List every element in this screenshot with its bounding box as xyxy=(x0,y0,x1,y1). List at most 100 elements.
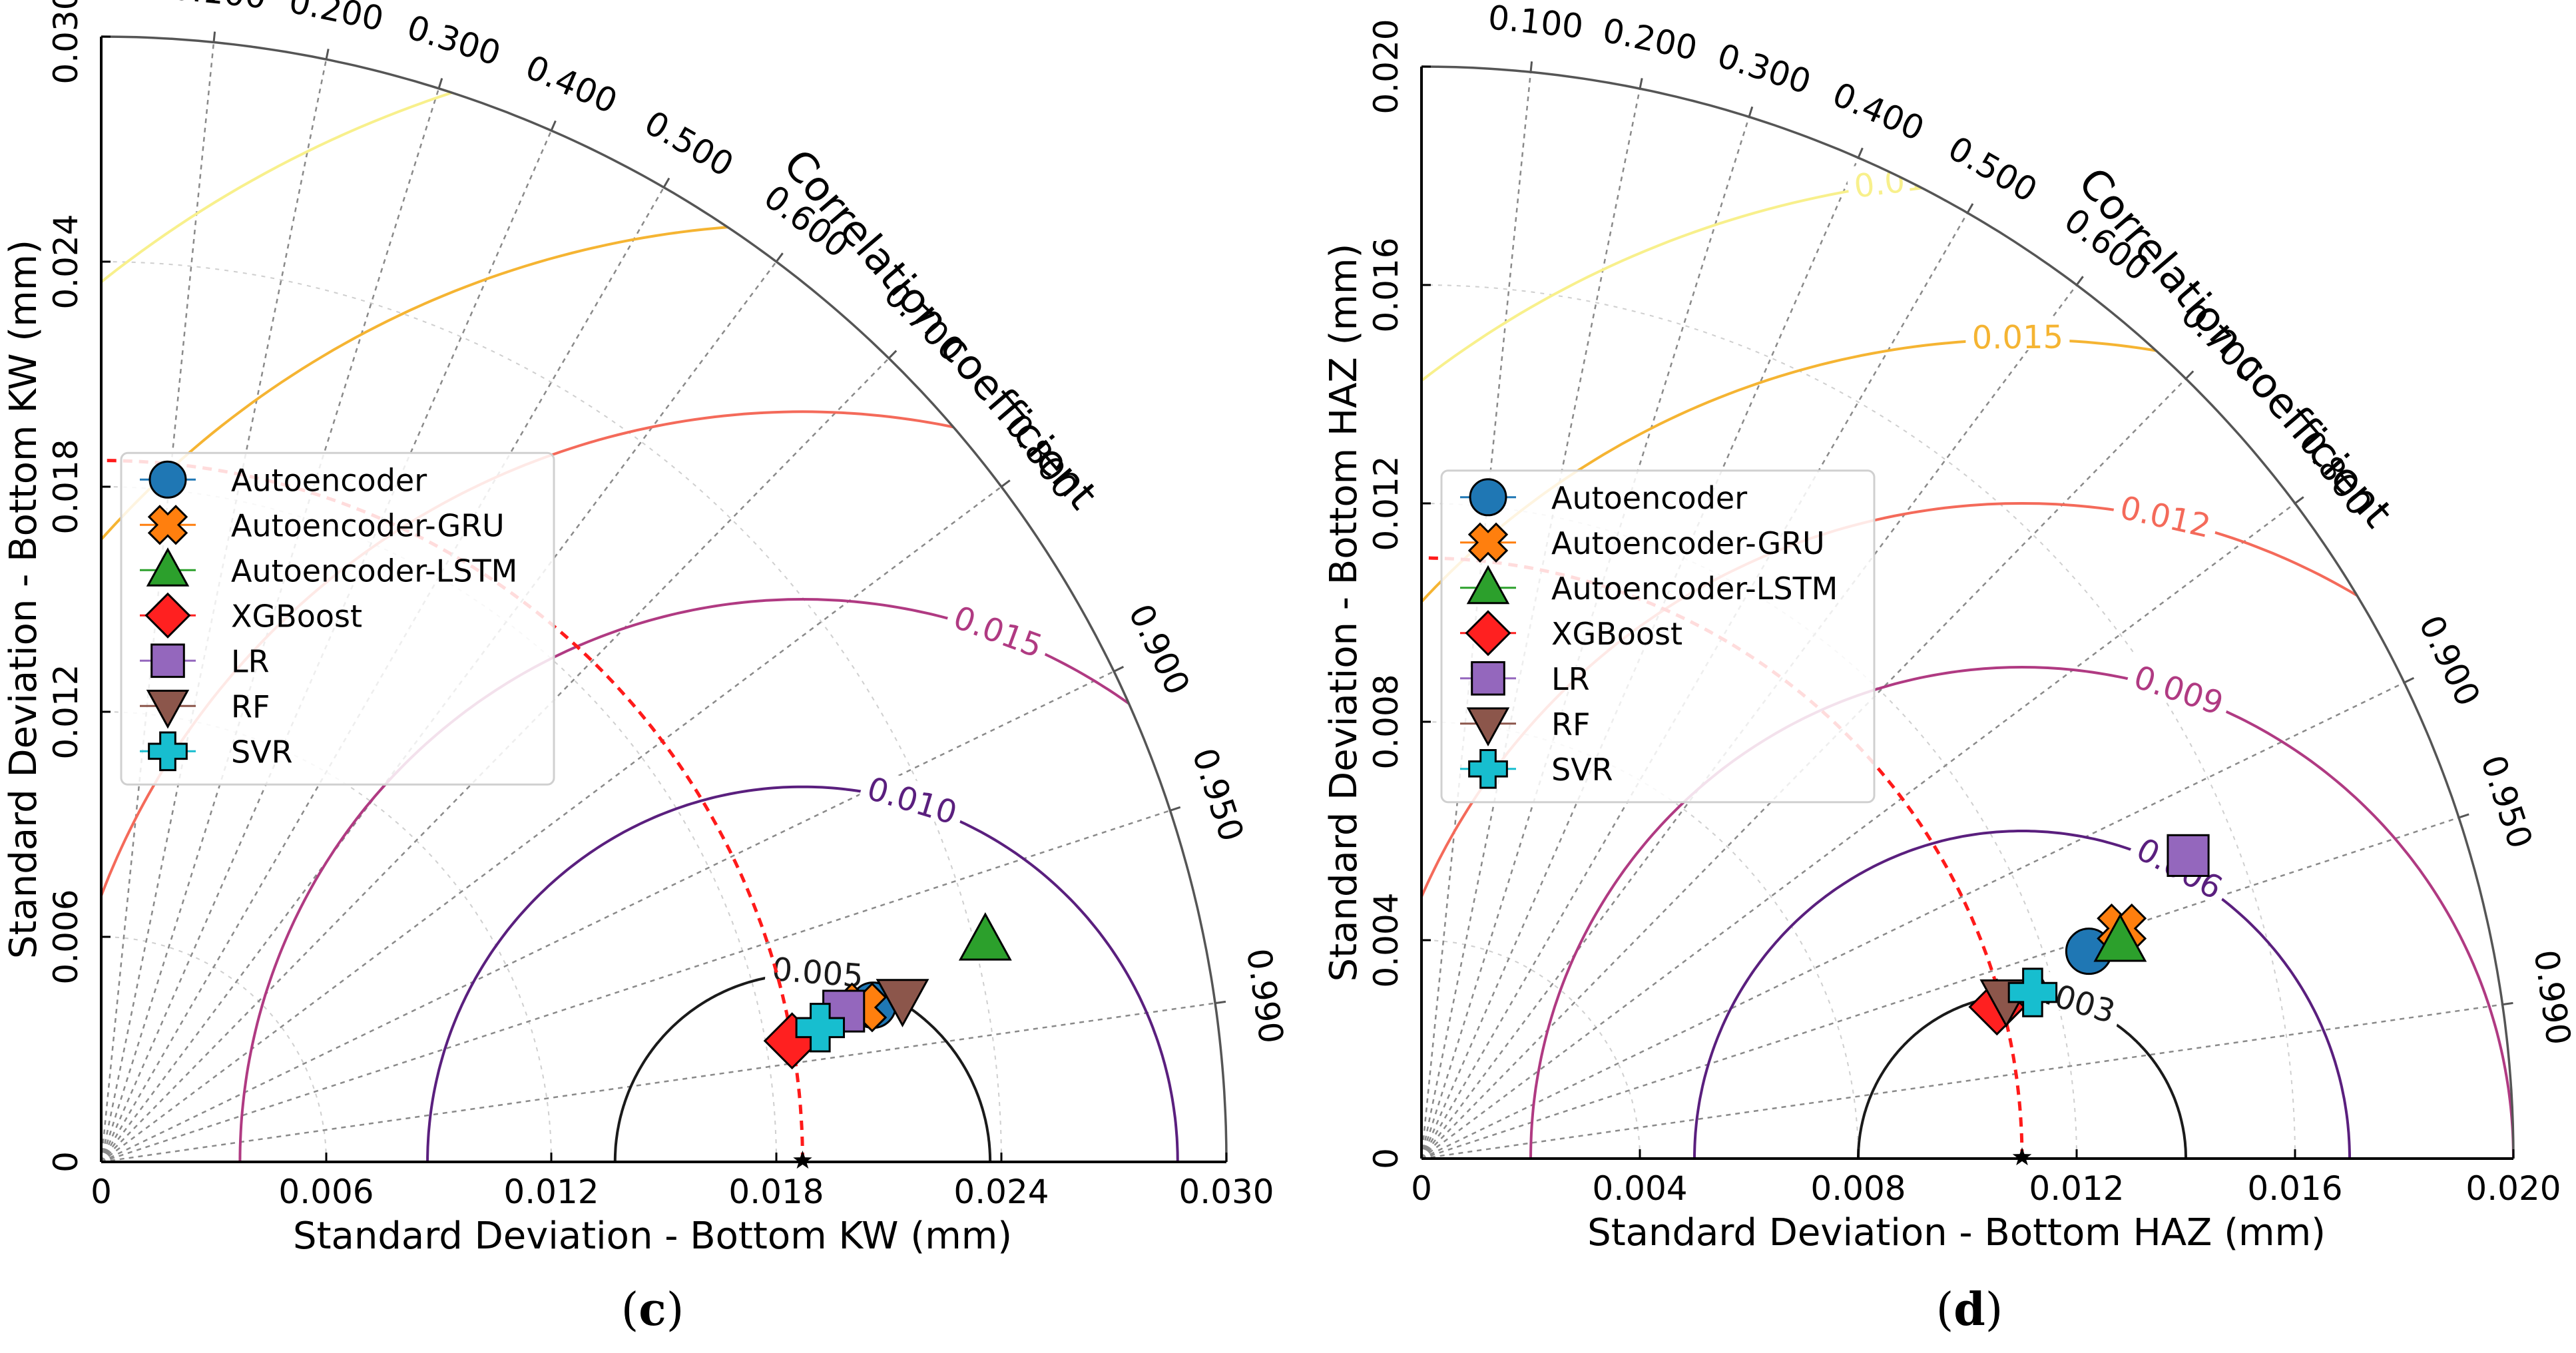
x-tick-label: 0.016 xyxy=(2247,1169,2342,1208)
legend-marker xyxy=(1466,565,1510,605)
rms-contour xyxy=(1529,665,2513,1159)
rms-contour-label: 0.012 xyxy=(2117,489,2214,545)
rms-contour-label: 0.015 xyxy=(1972,319,2064,357)
legend-entry: Autoencoder-LSTM xyxy=(1551,571,1838,607)
legend-entry: Autoencoder-GRU xyxy=(1551,525,1825,561)
legend-box xyxy=(120,451,555,786)
rms-contour-label: 0.009 xyxy=(2129,659,2228,723)
y-tick-label: 0.008 xyxy=(1367,674,1406,769)
correlation-tick xyxy=(212,31,216,43)
std-grid-arc xyxy=(101,261,1002,1162)
x-tick-label: 0.024 xyxy=(953,1173,1049,1211)
outer-arc xyxy=(101,35,1228,1163)
data-point-svr xyxy=(795,1003,846,1053)
legend-entry: LR xyxy=(1551,661,1590,697)
correlation-tick xyxy=(325,49,330,60)
x-tick-label: 0.012 xyxy=(503,1173,599,1211)
legend-entry: LR xyxy=(231,643,270,679)
legend-entry: SVR xyxy=(231,734,293,770)
y-tick-label: 0 xyxy=(47,1151,85,1173)
correlation-tick xyxy=(1529,61,1533,73)
panel-label: (c) xyxy=(621,1283,684,1336)
std-grid-arc xyxy=(101,936,327,1162)
correlation-tick-label: 0.400 xyxy=(1827,75,1930,148)
arc-axis-label: Correlation coefficient xyxy=(774,140,1107,518)
rms-contour xyxy=(426,785,1179,1162)
legend-marker xyxy=(1471,661,1505,696)
legend-marker xyxy=(150,643,185,678)
correlation-tick xyxy=(2185,370,2194,380)
correlation-line xyxy=(101,810,1170,1162)
correlation-tick xyxy=(2458,813,2469,819)
y-tick-label: 0.030 xyxy=(47,0,85,85)
correlation-tick-label: 0.500 xyxy=(638,103,740,184)
y-tick-label: 0 xyxy=(1367,1148,1406,1169)
y-tick-label: 0.006 xyxy=(47,889,85,984)
correlation-tick-label: 0.900 xyxy=(2412,609,2488,712)
correlation-tick-label: 0.300 xyxy=(403,8,505,73)
rms-contour xyxy=(238,597,1226,1162)
correlation-tick xyxy=(775,252,784,262)
arc-axis-label: Correlation coefficient xyxy=(2069,158,2402,537)
legend-marker xyxy=(146,689,190,729)
y-tick-label: 0.020 xyxy=(1367,19,1406,114)
legend-entry: XGBoost xyxy=(1551,616,1682,652)
correlation-tick xyxy=(437,78,443,89)
y-tick-label: 0.012 xyxy=(1367,455,1406,551)
reference-star xyxy=(793,1151,812,1169)
legend-marker xyxy=(148,731,188,772)
x-axis-label: Standard Deviation - Bottom HAZ (mm) xyxy=(1587,1211,2326,1254)
x-tick-label: 0 xyxy=(1411,1169,1432,1208)
legend-entry: Autoencoder xyxy=(231,462,427,498)
correlation-tick xyxy=(1748,106,1754,117)
correlation-tick-label: 0.950 xyxy=(2473,750,2540,853)
correlation-tick-label: 0.100 xyxy=(169,0,268,16)
y-tick-label: 0.018 xyxy=(47,439,85,534)
correlation-tick xyxy=(2404,676,2415,684)
correlation-line xyxy=(101,671,1115,1162)
correlation-tick xyxy=(1001,479,1011,488)
x-axis-label: Standard Deviation - Bottom KW (mm) xyxy=(293,1215,1012,1258)
rms-contour xyxy=(1421,338,2513,1159)
x-tick-label: 0.020 xyxy=(2465,1169,2561,1208)
correlation-tick-label: 0.900 xyxy=(1121,598,1198,700)
y-tick-label: 0.004 xyxy=(1367,892,1406,987)
correlation-tick-label: 0.400 xyxy=(520,48,623,121)
correlation-tick-label: 0.100 xyxy=(1486,0,1585,46)
correlation-tick-label: 0.990 xyxy=(1239,946,1291,1046)
correlation-tick xyxy=(1170,806,1181,812)
legend-marker xyxy=(1465,610,1511,657)
legend-entry: SVR xyxy=(1551,752,1613,788)
data-point-autoencoder-lstm xyxy=(2093,913,2147,962)
y-tick-label: 0.016 xyxy=(1367,237,1406,332)
data-point-lr xyxy=(2167,834,2210,877)
correlation-tick-label: 0.990 xyxy=(2527,947,2576,1047)
legend-marker xyxy=(148,460,187,499)
taylor-diagram-d: 0.0030.0060.0090.0120.0150.01800.0040.00… xyxy=(1322,0,2576,1336)
x-tick-label: 0.004 xyxy=(1592,1169,1687,1208)
x-tick-label: 0.030 xyxy=(1178,1173,1274,1211)
rms-contour xyxy=(101,410,1226,1162)
legend-box xyxy=(1440,469,1876,804)
legend-entry: Autoencoder-GRU xyxy=(231,507,505,543)
panel-letter: d xyxy=(1953,1283,1985,1336)
legend-entry: XGBoost xyxy=(231,598,362,634)
panel-letter: c xyxy=(639,1283,666,1336)
correlation-tick xyxy=(1966,203,1974,214)
legend-marker xyxy=(1468,748,1508,789)
correlation-tick-label: 0.500 xyxy=(1941,129,2043,210)
correlation-tick xyxy=(662,177,670,188)
correlation-tick xyxy=(1214,1000,1226,1005)
legend-marker xyxy=(147,505,188,545)
x-tick-label: 0.006 xyxy=(278,1173,374,1211)
correlation-tick xyxy=(888,350,898,360)
legend: Autoencoder Autoencoder-GRU Autoencoder-LS… xyxy=(1440,469,1876,804)
rms-contour-label: 0.015 xyxy=(949,599,1047,665)
outer-arc xyxy=(1421,65,2515,1159)
rms-contour-label: 0.010 xyxy=(863,770,961,832)
panel-label: (d) xyxy=(1936,1283,2003,1336)
correlation-line xyxy=(101,1002,1216,1162)
legend: Autoencoder Autoencoder-GRU Autoencoder-LS… xyxy=(120,451,555,786)
legend-marker xyxy=(146,547,190,587)
